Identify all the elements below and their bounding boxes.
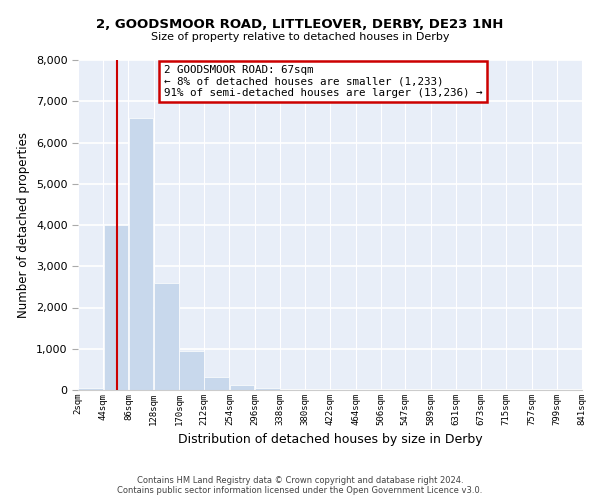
Bar	[205, 377, 229, 390]
Text: Contains HM Land Registry data © Crown copyright and database right 2024.
Contai: Contains HM Land Registry data © Crown c…	[118, 476, 482, 495]
Bar	[255, 388, 280, 390]
Bar	[129, 118, 154, 390]
Bar	[230, 385, 254, 390]
Text: 2 GOODSMOOR ROAD: 67sqm
← 8% of detached houses are smaller (1,233)
91% of semi-: 2 GOODSMOOR ROAD: 67sqm ← 8% of detached…	[164, 65, 482, 98]
Bar	[179, 351, 204, 390]
Bar	[104, 225, 128, 390]
Bar	[79, 388, 103, 390]
Y-axis label: Number of detached properties: Number of detached properties	[17, 132, 31, 318]
X-axis label: Distribution of detached houses by size in Derby: Distribution of detached houses by size …	[178, 434, 482, 446]
Bar	[154, 283, 179, 390]
Text: 2, GOODSMOOR ROAD, LITTLEOVER, DERBY, DE23 1NH: 2, GOODSMOOR ROAD, LITTLEOVER, DERBY, DE…	[97, 18, 503, 30]
Text: Size of property relative to detached houses in Derby: Size of property relative to detached ho…	[151, 32, 449, 42]
